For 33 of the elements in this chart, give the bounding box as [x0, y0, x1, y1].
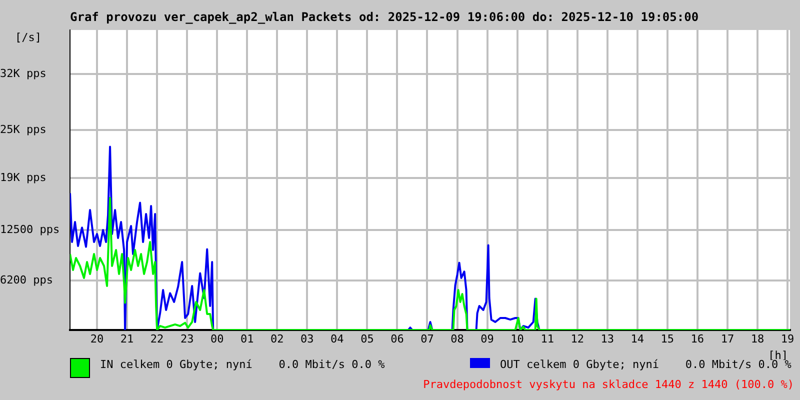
- x-tick-label: 10: [510, 332, 524, 346]
- x-tick-label: 00: [210, 332, 224, 346]
- x-tick-label: 21: [120, 332, 134, 346]
- chart-title: Graf provozu ver_capek_ap2_wlan Packets od: 2025-12-09 19:06:00 do: 2025-12-10 19:05:00: [70, 10, 699, 24]
- text: Pravdepodobnost vyskytu na skladce 1440 z 1440 (100.0 %): [423, 378, 794, 391]
- y-tick-label: 25K pps: [0, 122, 46, 136]
- x-tick-label: 05: [360, 332, 374, 346]
- x-tick-label: 16: [690, 332, 704, 346]
- x-tick-label: 04: [330, 332, 344, 346]
- x-tick-label: 14: [630, 332, 644, 346]
- x-tick-label: 09: [480, 332, 494, 346]
- x-tick-label: 12: [570, 332, 584, 346]
- x-tick-label: 23: [180, 332, 194, 346]
- y-tick-label: 12500 pps: [0, 222, 60, 236]
- x-tick-label: 02: [270, 332, 284, 346]
- x-tick-label: 03: [300, 332, 314, 346]
- legend-label: IN celkem 0 Gbyte; nyní 0.0 Mbit/s 0.0 %: [100, 358, 385, 371]
- x-tick-label: 15: [660, 332, 674, 346]
- x-tick-label: 17: [720, 332, 734, 346]
- x-tick-label: 07: [420, 332, 434, 346]
- x-tick-label: 01: [240, 332, 254, 346]
- x-tick-label: 22: [150, 332, 164, 346]
- x-tick-label: 20: [90, 332, 104, 346]
- x-tick-label: 11: [540, 332, 554, 346]
- x-tick-label: 06: [390, 332, 404, 346]
- x-tick-label: 08: [450, 332, 464, 346]
- y-axis-title: [/s]: [15, 30, 42, 44]
- x-tick-label: 19: [780, 332, 794, 346]
- x-tick-label: 13: [600, 332, 614, 346]
- x-tick-label: 18: [750, 332, 764, 346]
- y-tick-label: 32K pps: [0, 66, 46, 80]
- y-tick-label: 19K pps: [0, 170, 46, 184]
- y-tick-label: 6200 pps: [0, 273, 53, 286]
